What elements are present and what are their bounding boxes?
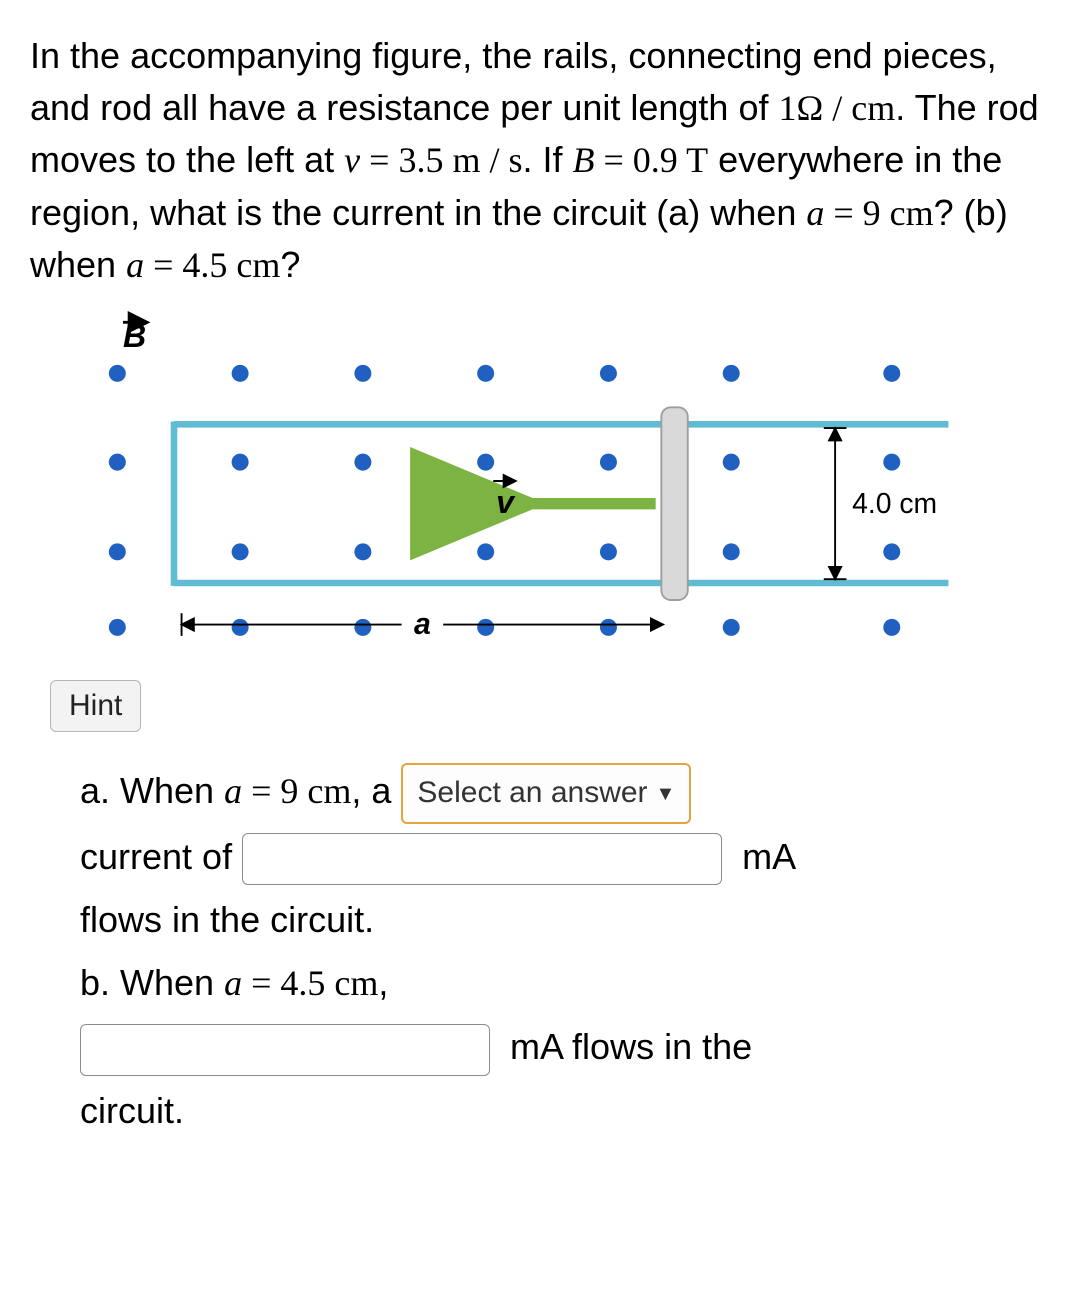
a-value-1: 9 — [863, 193, 881, 233]
svg-text:4.0 cm: 4.0 cm — [852, 488, 937, 520]
problem-statement: In the accompanying figure, the rails, c… — [30, 30, 1050, 291]
direction-select[interactable]: Select an answer ▼ — [401, 763, 691, 824]
b-value: 0.9 — [633, 140, 678, 180]
current-a-input[interactable] — [242, 833, 722, 885]
text: circuit. — [80, 1090, 184, 1131]
text: current of — [80, 836, 242, 877]
current-b-input[interactable] — [80, 1024, 490, 1076]
chevron-down-icon: ▼ — [656, 783, 676, 805]
b-unit: T — [678, 140, 708, 180]
resistance-unit: / cm — [823, 88, 895, 128]
b-symbol: B — [572, 140, 594, 180]
text: flows in the circuit. — [80, 899, 374, 940]
circuit-figure: va4.0 cmB — [44, 311, 1050, 656]
unit-mA: mA — [510, 1026, 562, 1067]
part-a-prefix: a. When — [80, 770, 224, 811]
v-value: 3.5 — [398, 140, 443, 180]
a-unit: cm — [227, 245, 280, 285]
v-symbol: v — [344, 140, 360, 180]
text: flows in the — [562, 1026, 752, 1067]
eq: = — [360, 140, 398, 180]
eq: = — [242, 963, 280, 1003]
unit-mA: mA — [742, 836, 796, 877]
eq: = — [594, 140, 632, 180]
a-value-2: 4.5 — [182, 245, 227, 285]
a-value-1: 9 — [280, 771, 298, 811]
a-unit: cm — [298, 771, 351, 811]
a-unit: cm — [325, 963, 378, 1003]
unit-mA — [732, 836, 742, 877]
eq: = — [824, 193, 862, 233]
answer-area: a. When a = 9 cm, a Select an answer▼ cu… — [30, 760, 1050, 1141]
a-unit: cm — [881, 193, 934, 233]
svg-text:v: v — [496, 484, 516, 520]
eq: = — [144, 245, 182, 285]
unit-mA — [500, 1026, 510, 1067]
part-b-prefix: b. When — [80, 962, 224, 1003]
text: ? — [280, 244, 300, 285]
a-value-2: 4.5 — [280, 963, 325, 1003]
eq: = — [242, 771, 280, 811]
a-symbol: a — [224, 771, 242, 811]
svg-text:a: a — [414, 608, 431, 641]
a-symbol: a — [126, 245, 144, 285]
v-unit: m / s — [443, 140, 522, 180]
text: , — [378, 962, 388, 1003]
resistance-value: 1Ω — [778, 88, 823, 128]
text: , a — [351, 770, 401, 811]
select-placeholder: Select an answer — [417, 776, 647, 809]
a-symbol: a — [224, 963, 242, 1003]
figure-svg: va4.0 cmB — [44, 311, 984, 651]
a-symbol: a — [806, 193, 824, 233]
text: . If — [522, 139, 572, 180]
hint-button[interactable]: Hint — [50, 680, 141, 732]
